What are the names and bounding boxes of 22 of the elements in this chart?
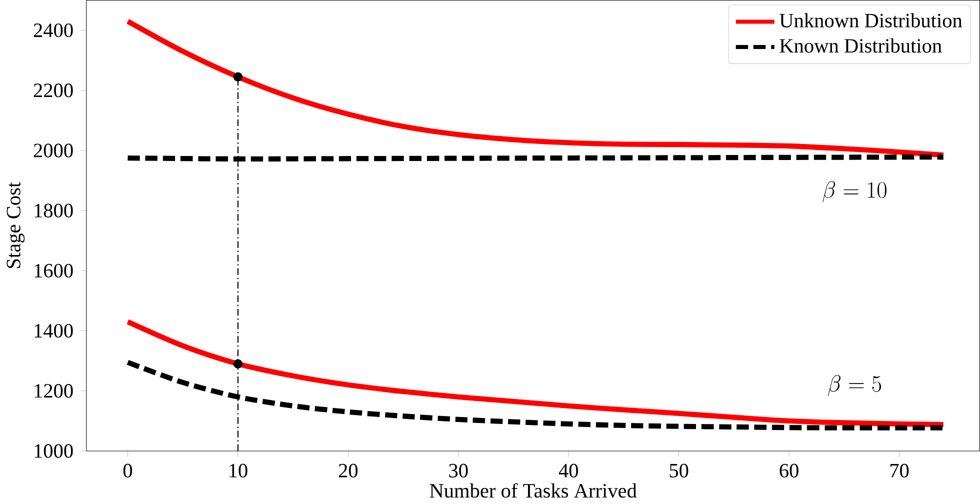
y-tick-label: 1000 — [34, 444, 73, 458]
annotation: $\beta = 5$ — [828, 374, 882, 396]
x-tick-label: 60 — [780, 464, 798, 478]
annotation: $\beta = 10$ — [822, 180, 886, 202]
x-tick-label: 70 — [890, 464, 909, 478]
y-tick-label: 1400 — [34, 324, 73, 338]
x-tick-label: 30 — [449, 464, 468, 478]
y-tick-label: 1600 — [34, 264, 73, 278]
x-axis-title: Number of Tasks Arrived — [430, 482, 637, 498]
y-tick-label: 1800 — [34, 204, 73, 218]
y-tick-label: 2000 — [34, 143, 73, 158]
legend-label: Unknown Distribution — [780, 12, 962, 28]
x-tick-label: 10 — [230, 464, 248, 478]
x-tick-label: 0 — [123, 464, 132, 478]
legend-label: Known Distribution — [780, 38, 942, 52]
y-tick-label: 2400 — [34, 23, 73, 37]
x-tick-label: 50 — [670, 464, 688, 478]
x-tick-label: 40 — [558, 464, 578, 478]
y-tick-label: 1200 — [34, 384, 73, 398]
y-axis-title: Stage Cost — [6, 182, 25, 268]
y-tick-label: 2200 — [34, 83, 73, 98]
x-tick-label: 20 — [338, 464, 358, 478]
